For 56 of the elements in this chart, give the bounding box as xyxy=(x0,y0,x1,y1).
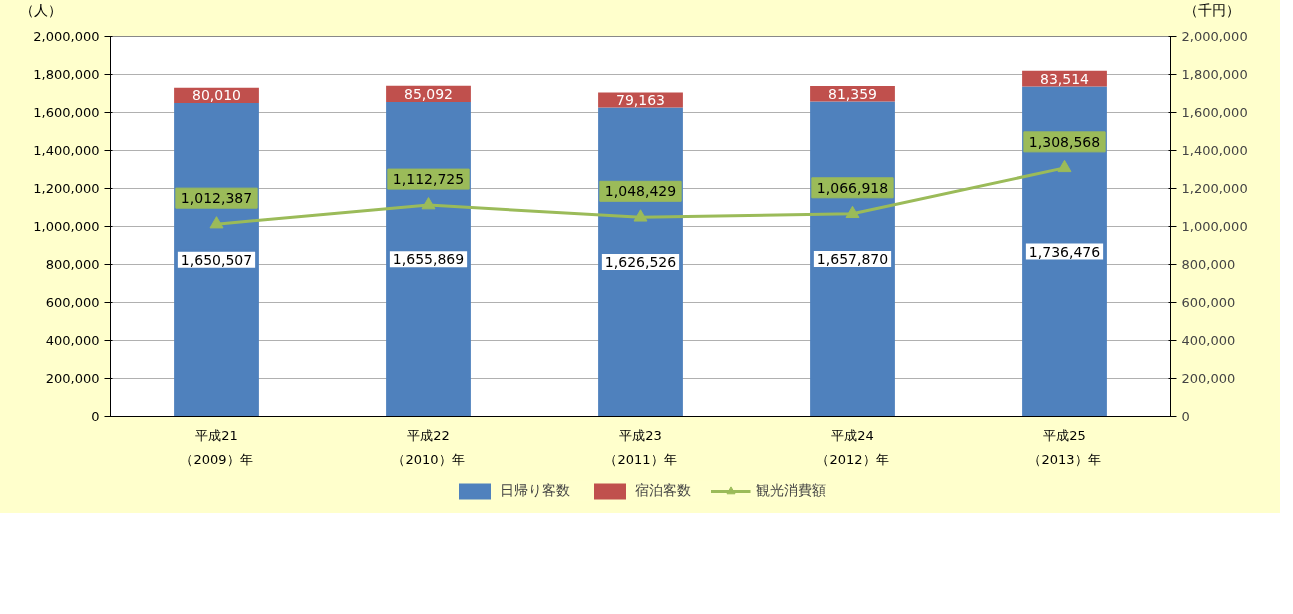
y2-tick-label: 1,000,000 xyxy=(1181,219,1248,234)
y-tick-label: 800,000 xyxy=(45,257,100,272)
y2-tick-label: 2,000,000 xyxy=(1181,29,1248,44)
y-tick-label: 200,000 xyxy=(45,371,100,386)
y2-tick-label: 0 xyxy=(1181,409,1190,424)
data-label: 1,112,725 xyxy=(392,171,465,188)
point xyxy=(1057,159,1072,173)
data-label: 79,163 xyxy=(616,91,666,108)
bar xyxy=(1022,86,1107,417)
data-label: 1,657,870 xyxy=(816,251,889,267)
y2-tick-label: 1,600,000 xyxy=(1181,105,1248,120)
data-label: 1,650,507 xyxy=(180,251,253,268)
data-label: 81,359 xyxy=(828,85,878,102)
y2-tick-label: 1,800,000 xyxy=(1181,67,1248,82)
y2-tick-label: 1,200,000 xyxy=(1181,181,1248,196)
data-label: 1,048,429 xyxy=(604,183,677,200)
y2-tick-label: 800,000 xyxy=(1181,257,1236,272)
data-label: 1,308,568 xyxy=(1028,133,1101,150)
data-label: 80,010 xyxy=(192,87,242,104)
category-label: 平成22 （2010）年 xyxy=(392,427,465,467)
y-tick-label: 600,000 xyxy=(45,295,100,310)
legend-label: 日帰り客数 xyxy=(499,482,570,500)
y-axis-title: （人） xyxy=(20,1,62,20)
data-label: 1,012,387 xyxy=(180,190,253,207)
point xyxy=(421,197,436,210)
point xyxy=(845,205,860,219)
category-label: 平成25 （2013）年 xyxy=(1028,427,1101,467)
data-label: 85,092 xyxy=(404,85,454,102)
y-tick-label: 1,000,000 xyxy=(33,219,100,234)
legend-label: 観光消費額 xyxy=(755,482,826,500)
y-tick-label: 1,600,000 xyxy=(33,105,100,120)
point xyxy=(209,216,224,229)
y2-axis-title: （千円） xyxy=(1184,1,1240,20)
data-label: 1,066,918 xyxy=(816,179,889,196)
point xyxy=(633,209,648,222)
y-tick-label: 400,000 xyxy=(45,333,100,348)
legend-label: 宿泊客数 xyxy=(634,482,691,500)
y2-tick-label: 600,000 xyxy=(1181,295,1236,310)
data-label: 1,626,526 xyxy=(604,253,677,270)
y2-tick-label: 400,000 xyxy=(1181,333,1236,348)
y-tick-label: 1,800,000 xyxy=(33,67,100,82)
category-label: 平成24 （2012）年 xyxy=(816,427,889,467)
y-tick-label: 0 xyxy=(91,409,100,424)
bar xyxy=(174,102,259,417)
bar xyxy=(598,107,683,417)
y2-tick-label: 200,000 xyxy=(1181,371,1236,386)
y-tick-label: 1,200,000 xyxy=(33,181,100,196)
y2-tick-label: 1,400,000 xyxy=(1181,143,1248,158)
category-label: 平成23 （2011）年 xyxy=(604,427,677,467)
category-label: 平成21 （2009）年 xyxy=(180,427,253,467)
bar xyxy=(810,101,895,417)
data-label: 83,514 xyxy=(1040,70,1090,87)
data-label: 1,655,869 xyxy=(392,251,465,268)
data-label: 1,736,476 xyxy=(1028,243,1101,260)
y-tick-label: 1,400,000 xyxy=(33,143,100,158)
y-tick-label: 2,000,000 xyxy=(33,29,100,44)
